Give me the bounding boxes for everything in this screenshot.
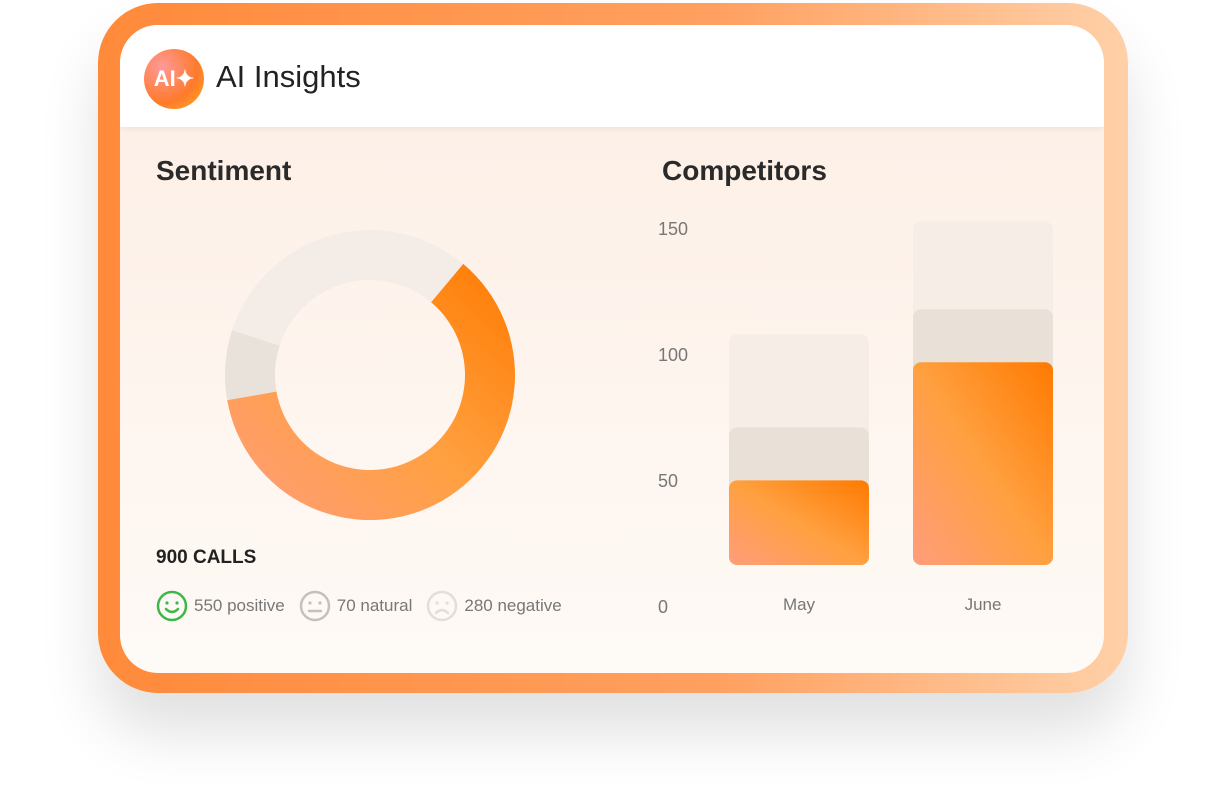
donut-slice-positive xyxy=(227,263,515,520)
legend-negative: 280 negative xyxy=(426,590,562,622)
donut-slice-natural xyxy=(225,330,280,401)
y-tick: 100 xyxy=(658,345,689,365)
y-tick: 0 xyxy=(658,597,669,617)
charts xyxy=(225,221,1053,565)
y-tick: 150 xyxy=(658,219,689,239)
legend-label: 70 natural xyxy=(336,596,413,615)
sentiment-legend: 550 positive 70 natural 280 negative xyxy=(156,590,562,622)
app-title: AI Insights xyxy=(216,59,361,94)
legend-natural: 70 natural xyxy=(299,590,413,622)
ai-logo: AI✦ xyxy=(144,49,204,109)
ai-insights-card: AI✦ AI Insights Sentiment Competitors 15… xyxy=(120,25,1104,673)
bar-May-segment-0 xyxy=(729,480,869,565)
x-label-may: May xyxy=(782,595,816,614)
sentiment-title: Sentiment xyxy=(156,155,292,186)
donut-slice-negative xyxy=(232,230,464,346)
y-tick: 50 xyxy=(658,471,679,491)
total-calls: 900 CALLS xyxy=(156,547,257,568)
bar-June-segment-0 xyxy=(913,362,1053,565)
header: AI✦ AI Insights xyxy=(120,25,1104,127)
competitors-title: Competitors xyxy=(662,155,827,186)
legend-label: 280 negative xyxy=(464,596,562,615)
neutral-face-icon xyxy=(299,590,330,622)
x-label-june: June xyxy=(964,595,1002,614)
smile-icon xyxy=(156,590,188,622)
sad-face-icon xyxy=(427,590,458,622)
legend-label: 550 positive xyxy=(194,596,285,615)
legend-positive: 550 positive xyxy=(156,590,285,622)
